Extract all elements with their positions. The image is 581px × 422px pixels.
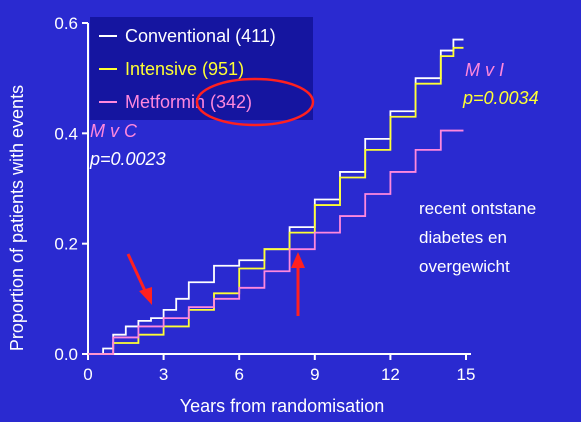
mvi-pvalue: p=0.0034: [462, 88, 539, 108]
x-tick-label: 9: [310, 365, 319, 384]
series-line-1: [88, 46, 464, 355]
series-lines: [88, 38, 464, 355]
note-line-3: overgewicht: [419, 257, 510, 276]
arrow-left: [126, 253, 152, 305]
y-axis-label: Proportion of patients with events: [7, 85, 27, 351]
legend-label-1: Intensive (951): [125, 59, 244, 79]
legend: Conventional (411) Intensive (951) Metform…: [90, 17, 313, 120]
y-tick-label: 0.6: [54, 14, 78, 33]
mvi-label: M v I: [465, 60, 504, 80]
legend-box: [90, 17, 313, 120]
note-line-1: recent ontstane: [419, 199, 536, 218]
series-line-2: [88, 129, 464, 355]
y-tick-label: 0.0: [54, 345, 78, 364]
legend-label-0: Conventional (411): [125, 26, 276, 46]
arrow-up: [291, 252, 305, 316]
x-axis-label: Years from randomisation: [180, 396, 384, 416]
y-tick-label: 0.2: [54, 235, 78, 254]
x-ticks: 0 3 6 9 12 15: [83, 354, 475, 384]
y-tick-label: 0.4: [54, 124, 78, 143]
axes: [87, 23, 471, 355]
x-tick-label: 0: [83, 365, 92, 384]
highlight-ellipse: [195, 77, 315, 127]
legend-label-2: Metformin (342): [125, 92, 252, 112]
mvc-label: M v C: [90, 121, 138, 141]
x-tick-label: 12: [381, 365, 400, 384]
series-line-0: [88, 38, 464, 355]
mvc-pvalue: p=0.0023: [89, 149, 166, 169]
x-tick-label: 15: [457, 365, 476, 384]
x-tick-label: 3: [159, 365, 168, 384]
note-line-2: diabetes en: [419, 228, 507, 247]
x-tick-label: 6: [234, 365, 243, 384]
y-ticks: 0.0 0.2 0.4 0.6: [54, 14, 88, 364]
